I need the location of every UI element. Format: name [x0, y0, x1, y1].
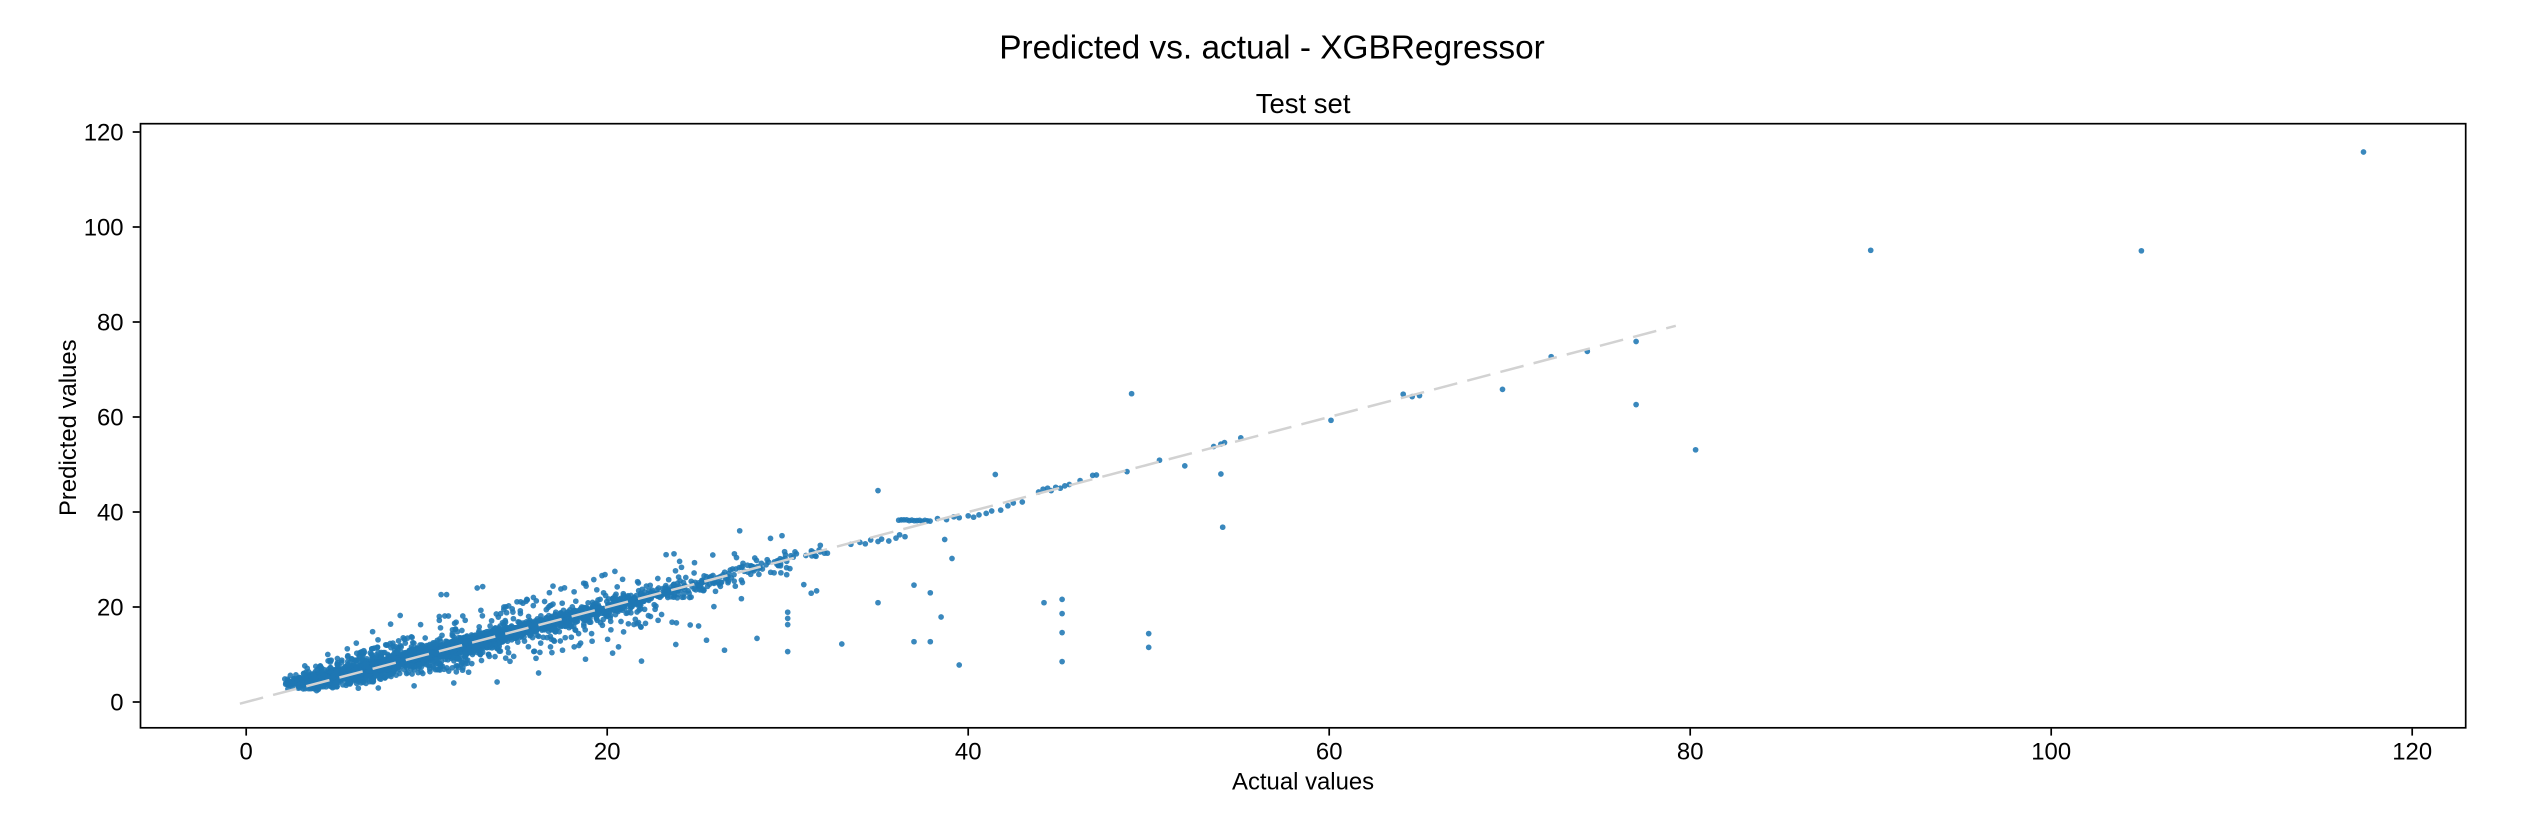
svg-text:0: 0 [240, 739, 253, 766]
svg-text:Actual values: Actual values [1232, 769, 1374, 796]
svg-text:80: 80 [97, 310, 124, 337]
svg-text:40: 40 [97, 500, 124, 527]
svg-text:100: 100 [84, 215, 124, 242]
svg-text:20: 20 [97, 595, 124, 622]
svg-text:40: 40 [955, 739, 982, 766]
svg-text:Predicted vs. actual - XGBRegr: Predicted vs. actual - XGBRegressor [999, 29, 1545, 66]
svg-text:60: 60 [1316, 739, 1343, 766]
svg-text:120: 120 [84, 120, 124, 147]
svg-text:Test set: Test set [1256, 88, 1351, 119]
svg-text:Predicted values: Predicted values [55, 339, 82, 516]
svg-text:0: 0 [110, 690, 123, 717]
svg-text:60: 60 [97, 405, 124, 432]
svg-text:80: 80 [1677, 739, 1704, 766]
svg-text:20: 20 [594, 739, 621, 766]
svg-text:100: 100 [2031, 739, 2071, 766]
svg-text:120: 120 [2392, 739, 2432, 766]
